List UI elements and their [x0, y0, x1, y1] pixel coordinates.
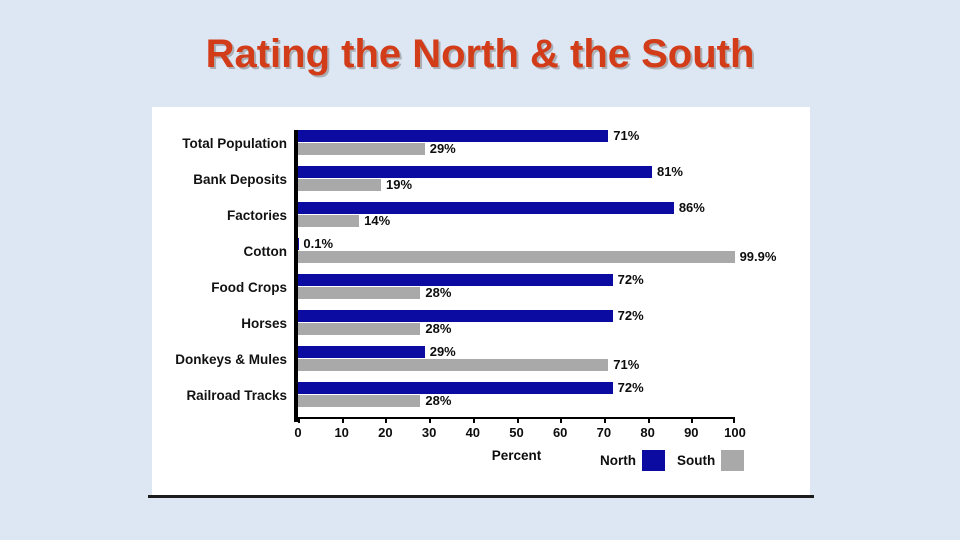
bar-north — [298, 274, 613, 286]
bar-value-label: 99.9% — [739, 249, 777, 264]
bar-value-label: 29% — [429, 141, 456, 156]
bar-south — [298, 215, 360, 227]
y-axis-line — [294, 130, 298, 422]
category-group: Food Crops 72% 28% — [211, 272, 735, 301]
x-axis-tick-label: 60 — [552, 425, 568, 440]
bar-value-label: 28% — [425, 393, 452, 408]
bar-value-label: 28% — [425, 321, 452, 336]
category-label: Factories — [226, 208, 287, 223]
bar-value-label: 0.1% — [303, 236, 334, 251]
x-axis-tick — [472, 417, 475, 423]
bar-value-label: 72% — [617, 380, 644, 395]
x-axis-tick-label: 20 — [378, 425, 393, 440]
x-axis-tick-label: 90 — [684, 425, 699, 440]
bar-north — [298, 130, 609, 142]
bar-value-label: 72% — [617, 308, 644, 323]
x-axis-tick — [341, 417, 344, 423]
x-axis-tick-label: 30 — [421, 425, 437, 440]
x-axis-tick-label: 0 — [294, 425, 302, 440]
category-label: Donkeys & Mules — [175, 352, 287, 367]
category-label: Bank Deposits — [193, 172, 287, 187]
legend-label: South — [677, 452, 716, 468]
x-axis-tick-label: 80 — [640, 425, 655, 440]
bar-south — [298, 287, 421, 299]
x-axis-tick — [385, 417, 388, 423]
category-group: Donkeys & Mules 29% 71% — [175, 344, 735, 373]
bar-north — [298, 202, 674, 214]
x-axis-tick-label: 100 — [724, 425, 746, 440]
bar-value-label: 14% — [364, 213, 391, 228]
bar-value-label: 86% — [678, 200, 705, 215]
bar-value-label: 28% — [425, 285, 452, 300]
bar-south — [298, 143, 425, 155]
legend-item-south[interactable]: South — [677, 449, 745, 471]
plot-area: Total Population 71% 29% Bank Deposits 81% 19… — [175, 120, 777, 422]
x-axis-tick — [298, 417, 300, 423]
x-axis-tick — [429, 417, 432, 423]
x-axis-tick — [603, 417, 606, 423]
legend-item-north[interactable]: North — [600, 449, 665, 471]
x-axis-tick-label: 50 — [509, 425, 524, 440]
bar-value-label: 71% — [613, 357, 640, 372]
x-axis-tick — [733, 417, 735, 423]
x-axis-tick-label: 70 — [596, 425, 612, 440]
bar-value-label: 29% — [429, 344, 456, 359]
chart-panel: Total Population 71% 29% Bank Deposits 81% 19… — [152, 107, 810, 497]
legend-swatch — [721, 449, 745, 471]
x-axis-title: Percent — [491, 448, 542, 463]
panel-baseline-rule — [148, 495, 814, 498]
category-group: Total Population 71% 29% — [182, 128, 735, 157]
category-label: Total Population — [182, 136, 287, 151]
bar-south — [298, 179, 382, 191]
category-label: Food Crops — [211, 280, 287, 295]
x-axis: 0 10 20 30 40 50 60 70 80 90 100 — [294, 417, 746, 457]
bar-south — [298, 359, 609, 371]
bar-north — [298, 310, 613, 322]
bar-value-label: 72% — [617, 272, 644, 287]
bar-south — [298, 395, 421, 407]
bar-north — [298, 346, 425, 358]
chart-legend: North South — [600, 448, 745, 472]
category-group: Railroad Tracks 72% 28% — [186, 380, 735, 409]
legend-label: North — [600, 452, 636, 468]
category-label: Cotton — [243, 244, 287, 259]
bar-value-label: 19% — [386, 177, 413, 192]
category-label: Railroad Tracks — [186, 388, 287, 403]
category-label: Horses — [241, 316, 287, 331]
x-axis-tick — [691, 417, 694, 423]
bar-north — [298, 382, 613, 394]
x-axis-tick — [516, 417, 519, 423]
bar-south — [298, 323, 421, 335]
category-group: Horses 72% 28% — [241, 308, 735, 337]
slide-title: Rating the North & the South — [205, 32, 755, 76]
bar-south — [298, 251, 735, 263]
bar-north — [298, 166, 652, 178]
legend-swatch — [642, 449, 665, 471]
bar-value-label: 81% — [656, 164, 683, 179]
category-group: Cotton 0.1% 99.9% — [244, 236, 777, 265]
category-group: Factories 86% 14% — [227, 200, 735, 229]
category-group: Bank Deposits 81% 19% — [193, 164, 735, 193]
x-axis-tick-label: 10 — [334, 425, 349, 440]
bar-value-label: 71% — [613, 128, 640, 143]
x-axis-tick-label: 40 — [465, 425, 481, 440]
x-axis-tick — [647, 417, 650, 423]
x-axis-tick — [560, 417, 563, 423]
